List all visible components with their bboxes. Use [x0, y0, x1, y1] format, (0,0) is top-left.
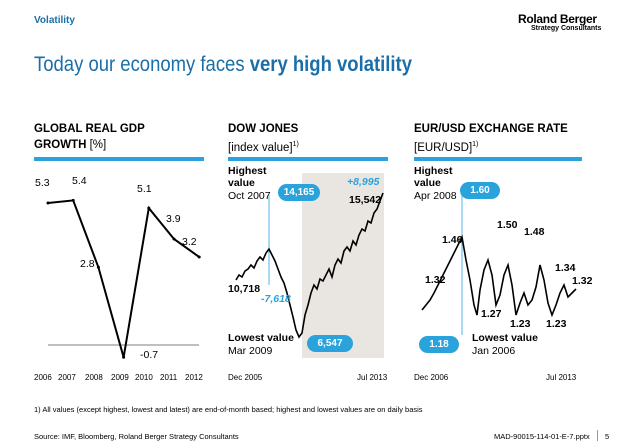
eur-subtitle: [EUR/USD]1)	[414, 137, 478, 156]
eur-highest-label: Highest value	[414, 165, 453, 189]
eur-point-1: 1.32	[425, 274, 446, 286]
eur-chart	[421, 195, 577, 335]
footer-divider	[597, 430, 598, 441]
dow-subtitle: [index value]1)	[228, 137, 299, 156]
brand-subtitle: Strategy Consultants	[531, 25, 602, 32]
dow-title: DOW JONES	[228, 123, 299, 135]
gdp-title-bar	[34, 157, 204, 161]
eur-subtitle-unit: [EUR/USD]	[414, 141, 473, 154]
dow-start-value: 10,718	[228, 283, 261, 295]
gdp-point-2010	[147, 206, 151, 210]
dow-x-start: Dec 2005	[228, 373, 263, 382]
eur-title-bar	[414, 157, 582, 161]
title-plain: Today our economy faces	[34, 53, 250, 76]
gdp-point-2011	[172, 237, 176, 241]
gdp-year-2009: 2009	[111, 373, 129, 382]
dow-chart	[235, 173, 384, 358]
gdp-label-2010: 5.1	[137, 183, 152, 195]
gdp-year-2012: 2012	[185, 373, 203, 382]
page-title: Today our economy faces very high volati…	[34, 53, 412, 77]
gdp-year-2007: 2007	[58, 373, 76, 382]
eur-point-7: 1.23	[546, 318, 567, 330]
dow-highest-value: 14,165	[278, 184, 320, 201]
title-bold: very high volatility	[249, 53, 412, 76]
gdp-chart	[46, 198, 201, 359]
document-id: MAD-90015-114-01-E-7.pptx	[494, 432, 590, 441]
eur-point-4: 1.50	[497, 219, 518, 231]
dow-series-line	[235, 192, 384, 339]
eur-x-start: Dec 2006	[414, 373, 449, 382]
dow-highest-date: Oct 2007	[228, 190, 271, 202]
gdp-subtitle-unit: [%]	[86, 139, 107, 151]
dow-latest-value: 15,542	[349, 194, 382, 206]
dow-footnote-mark: 1)	[292, 141, 299, 148]
dow-highest-text: Highest	[228, 165, 267, 177]
dow-recovery-shade	[302, 173, 384, 358]
gdp-label-2012: 3.2	[182, 236, 197, 248]
gdp-label-2006: 5.3	[35, 177, 50, 189]
eur-lowest-date: Jan 2006	[472, 345, 516, 357]
gdp-point-2008	[96, 265, 100, 269]
eur-x-end: Jul 2013	[546, 373, 577, 382]
gdp-point-2012	[197, 255, 201, 259]
eur-point-9: 1.32	[572, 275, 593, 287]
eur-footnote-mark: 1)	[472, 141, 479, 148]
eur-point-8: 1.34	[555, 262, 576, 274]
source-line: Source: IMF, Bloomberg, Roland Berger St…	[34, 432, 239, 441]
footnote: 1) All values (except highest, lowest an…	[34, 405, 423, 414]
eur-point-5: 1.48	[524, 226, 545, 238]
gdp-point-2007	[71, 198, 75, 202]
dow-lowest-value: 6,547	[307, 335, 353, 352]
brand-logo: Roland Berger	[518, 12, 597, 26]
gdp-year-2006: 2006	[34, 373, 52, 382]
gdp-label-2008: 2.8	[80, 258, 95, 270]
gdp-point-2006	[46, 201, 50, 205]
dow-highest-label: Highest value	[228, 165, 267, 189]
eur-lowest-value: 1.18	[419, 336, 459, 353]
gdp-subtitle: GROWTH [%]	[34, 137, 106, 153]
eur-highest-date: Apr 2008	[414, 190, 457, 202]
gdp-year-2010: 2010	[135, 373, 153, 382]
eur-series-line	[421, 234, 577, 318]
gdp-label-2009: -0.7	[140, 349, 159, 361]
gdp-year-2008: 2008	[85, 373, 103, 382]
eur-lowest-label: Lowest value	[472, 332, 538, 344]
dow-lowest-label: Lowest value	[228, 332, 294, 344]
eur-title: EUR/USD EXCHANGE RATE	[414, 123, 568, 135]
dow-subtitle-unit: [index value]	[228, 141, 293, 154]
eur-highest-text: Highest	[414, 165, 453, 177]
dow-lowest-date: Mar 2009	[228, 345, 273, 357]
dow-title-bar	[228, 157, 388, 161]
dow-change-down: -7,618	[261, 293, 291, 305]
gdp-label-2007: 5.4	[72, 175, 87, 187]
gdp-point-2009	[122, 355, 126, 359]
eur-point-3: 1.27	[481, 308, 502, 320]
eur-highest-value: 1.60	[460, 182, 500, 199]
gdp-label-2011: 3.9	[166, 213, 181, 225]
section-label: Volatility	[34, 15, 75, 26]
dow-highest-text2: value	[228, 177, 255, 189]
eur-highest-text2: value	[414, 177, 441, 189]
gdp-subtitle-bold: GROWTH	[34, 139, 87, 151]
eur-point-6: 1.23	[510, 318, 531, 330]
eur-point-2: 1.46	[442, 234, 463, 246]
dow-x-end: Jul 2013	[357, 373, 388, 382]
dow-change-up: +8,995	[347, 176, 380, 188]
gdp-year-2011: 2011	[160, 373, 178, 382]
page-number: 5	[605, 432, 610, 441]
gdp-title: GLOBAL REAL GDP	[34, 123, 145, 135]
